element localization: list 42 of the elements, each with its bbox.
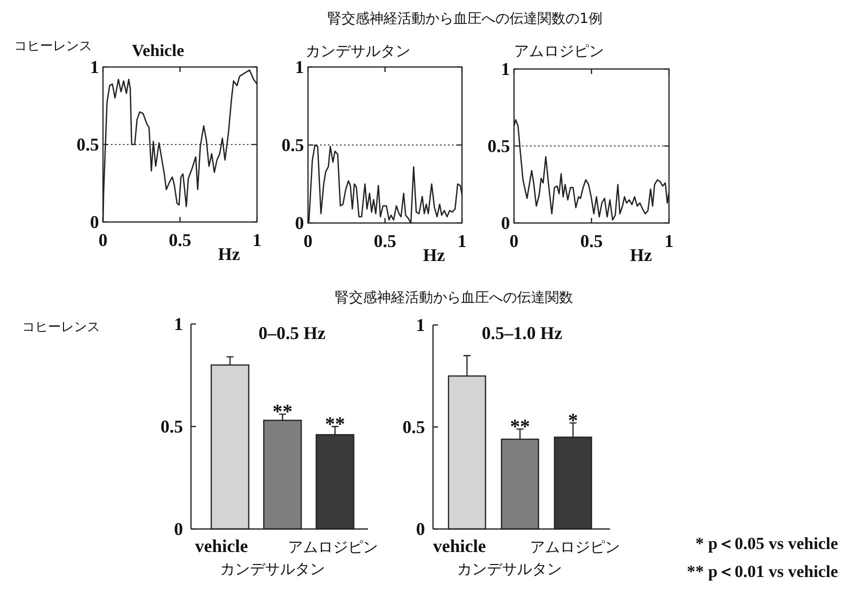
- y-tick-label: 0: [501, 213, 510, 233]
- y-tick-label: 0: [416, 519, 425, 539]
- y-tick-label: 0.5: [488, 136, 510, 156]
- x-axis-title: Hz: [630, 245, 652, 265]
- x-tick-label: アムロジピン: [530, 538, 620, 556]
- y-tick-label: 1: [416, 315, 425, 335]
- text: * p＜0.05 vs vehicle: [695, 534, 838, 553]
- chart-title: カンデサルタン: [306, 42, 410, 60]
- y-axis-title: コヒーレンス: [14, 39, 92, 54]
- y-tick-label: 0.5: [76, 134, 99, 154]
- x-axis-title: Hz: [423, 245, 445, 265]
- y-tick-label: 1: [501, 59, 510, 79]
- y-tick-label: 0.5: [282, 135, 304, 155]
- y-tick-label: 1: [174, 314, 183, 334]
- chart-title: アムロジピン: [514, 42, 604, 60]
- y-tick-label: 0: [90, 212, 99, 232]
- x-tick-label: アムロジピン: [288, 538, 378, 556]
- annotation: *: [568, 410, 578, 432]
- y-tick-label: 0: [295, 213, 304, 233]
- x-tick-label: 1: [458, 231, 466, 251]
- chart-title: 0.5–1.0 Hz: [482, 323, 562, 343]
- x-tick-label: vehicle: [195, 536, 248, 556]
- x-tick-label: 1: [252, 230, 262, 250]
- chart-title: 0–0.5 Hz: [258, 323, 326, 343]
- annotation: **: [272, 401, 292, 424]
- x-tick-label: 0.5: [580, 231, 603, 251]
- annotation: **: [325, 414, 345, 436]
- y-tick-label: 1: [295, 57, 304, 77]
- text: 腎交感神経活動から血圧への伝達関数の1例: [328, 11, 602, 27]
- x-tick-label: 0.5: [374, 231, 396, 251]
- x-tick-label: 1: [664, 231, 674, 251]
- text: ** p＜0.01 vs vehicle: [686, 562, 838, 581]
- annotation: **: [510, 416, 530, 438]
- x-axis-title: Hz: [218, 244, 240, 264]
- x-tick-label: vehicle: [433, 536, 486, 556]
- chart-title: Vehicle: [132, 41, 185, 60]
- text: 腎交感神経活動から血圧への伝達関数: [335, 290, 573, 306]
- y-tick-label: 0: [174, 519, 183, 539]
- y-tick-label: 1: [90, 57, 99, 77]
- y-axis-title: コヒーレンス: [22, 320, 100, 335]
- y-tick-label: 0.5: [160, 416, 183, 436]
- y-tick-label: 0.5: [402, 417, 425, 437]
